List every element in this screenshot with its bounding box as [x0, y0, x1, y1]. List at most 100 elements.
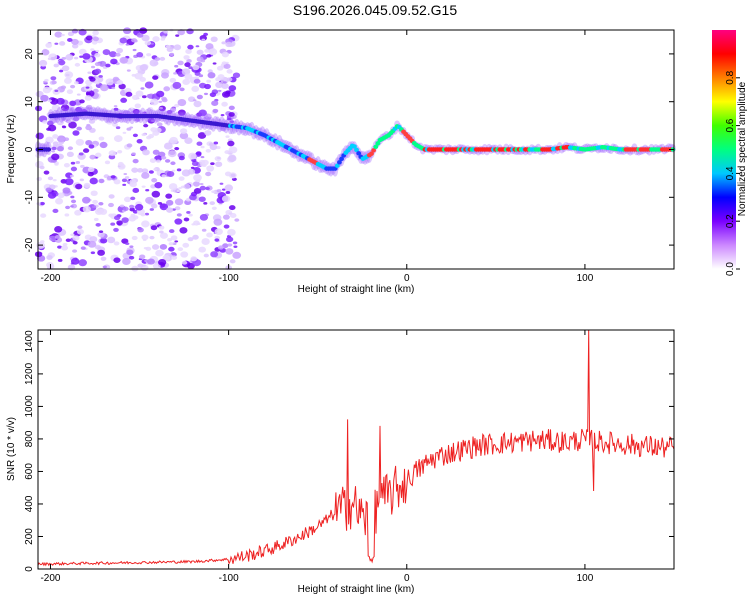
noise-blob	[211, 190, 216, 193]
snr-y-label: SNR (10 * v/v)	[6, 417, 17, 481]
noise-blob	[144, 212, 150, 216]
noise-blob	[220, 114, 225, 117]
noise-blob	[100, 256, 107, 261]
noise-blob	[210, 251, 219, 258]
snr-x-tick-label: 0	[404, 573, 410, 584]
noise-blob	[54, 226, 63, 233]
noise-blob	[64, 178, 74, 186]
noise-blob	[185, 49, 192, 55]
noise-blob	[204, 130, 212, 136]
noise-blob	[102, 49, 111, 56]
noise-blob	[125, 242, 130, 246]
noise-blob	[141, 220, 150, 228]
noise-blob	[163, 30, 169, 34]
noise-blob	[141, 34, 150, 42]
noise-blob	[212, 62, 217, 65]
noise-blob	[79, 55, 84, 58]
noise-blob	[143, 247, 148, 250]
noise-blob	[98, 136, 105, 141]
noise-blob	[51, 146, 57, 151]
noise-blob	[54, 89, 59, 92]
noise-blob	[41, 49, 50, 56]
noise-blob	[150, 203, 158, 209]
noise-blob	[182, 242, 190, 248]
colorbar-gradient	[712, 30, 736, 269]
noise-blob	[187, 262, 195, 270]
noise-blob	[43, 170, 50, 175]
colorbar-tick-label: 0.6	[725, 118, 736, 132]
noise-blob	[56, 97, 65, 105]
noise-blob	[198, 74, 204, 78]
noise-blob	[197, 132, 207, 139]
noise-blob	[161, 72, 169, 79]
noise-blob	[222, 214, 230, 220]
noise-blob	[166, 170, 175, 178]
noise-blob	[188, 213, 193, 217]
noise-blob	[59, 137, 64, 141]
noise-blob	[214, 156, 222, 162]
noise-blob	[78, 28, 87, 36]
noise-blob	[146, 53, 152, 57]
noise-blob	[51, 104, 61, 112]
noise-blob	[196, 49, 204, 55]
noise-blob	[214, 238, 220, 242]
noise-blob	[100, 237, 108, 244]
noise-blob	[117, 150, 123, 154]
noise-blob	[61, 245, 69, 251]
noise-blob	[47, 87, 53, 91]
spectrogram-ridge	[35, 105, 676, 177]
noise-blob	[60, 85, 67, 90]
noise-blob	[88, 119, 96, 124]
noise-blob	[74, 209, 82, 216]
noise-blob	[147, 258, 155, 265]
noise-blob	[117, 161, 124, 167]
noise-blob	[198, 246, 207, 253]
noise-blob	[171, 169, 176, 172]
noise-blob	[91, 205, 97, 209]
noise-blob	[152, 75, 159, 80]
noise-blob	[171, 255, 178, 260]
noise-blob	[122, 258, 131, 266]
noise-blob	[54, 31, 63, 38]
noise-blob	[176, 189, 181, 193]
noise-blob	[201, 238, 210, 245]
noise-blob	[150, 127, 157, 133]
ridge-point	[334, 163, 340, 168]
noise-blob	[180, 251, 189, 258]
noise-blob	[87, 167, 95, 173]
ridge-point	[46, 147, 52, 152]
noise-blob	[120, 97, 128, 103]
noise-blob	[132, 48, 137, 52]
noise-blob	[232, 241, 238, 245]
noise-blob	[85, 86, 90, 89]
noise-blob	[87, 240, 97, 248]
noise-blob	[228, 155, 237, 162]
noise-blob	[129, 178, 137, 184]
noise-blob	[195, 45, 200, 48]
noise-blob	[177, 109, 186, 116]
noise-blob	[84, 95, 92, 101]
noise-blob	[126, 143, 133, 148]
snr-x-label: Height of straight line (km)	[298, 584, 415, 595]
noise-blob	[234, 218, 240, 222]
noise-blob	[165, 44, 171, 49]
noise-blob	[119, 56, 128, 64]
noise-blob	[54, 42, 59, 45]
noise-blob	[177, 29, 186, 36]
spectrogram-y-axis: -20 -10 0 10 20	[24, 48, 674, 252]
noise-blob	[90, 48, 95, 51]
noise-blob	[148, 170, 154, 174]
noise-blob	[121, 217, 129, 223]
spectrogram-y-tick-label: 20	[24, 48, 35, 60]
noise-blob	[97, 231, 105, 238]
noise-blob	[161, 155, 167, 160]
noise-blob	[102, 108, 109, 114]
noise-blob	[72, 116, 80, 122]
noise-blob	[205, 148, 211, 153]
noise-blob	[149, 158, 157, 163]
noise-blob	[216, 189, 222, 193]
noise-blob	[159, 232, 168, 239]
noise-blob	[141, 168, 149, 174]
noise-blob	[34, 251, 43, 258]
noise-blob	[215, 77, 222, 82]
